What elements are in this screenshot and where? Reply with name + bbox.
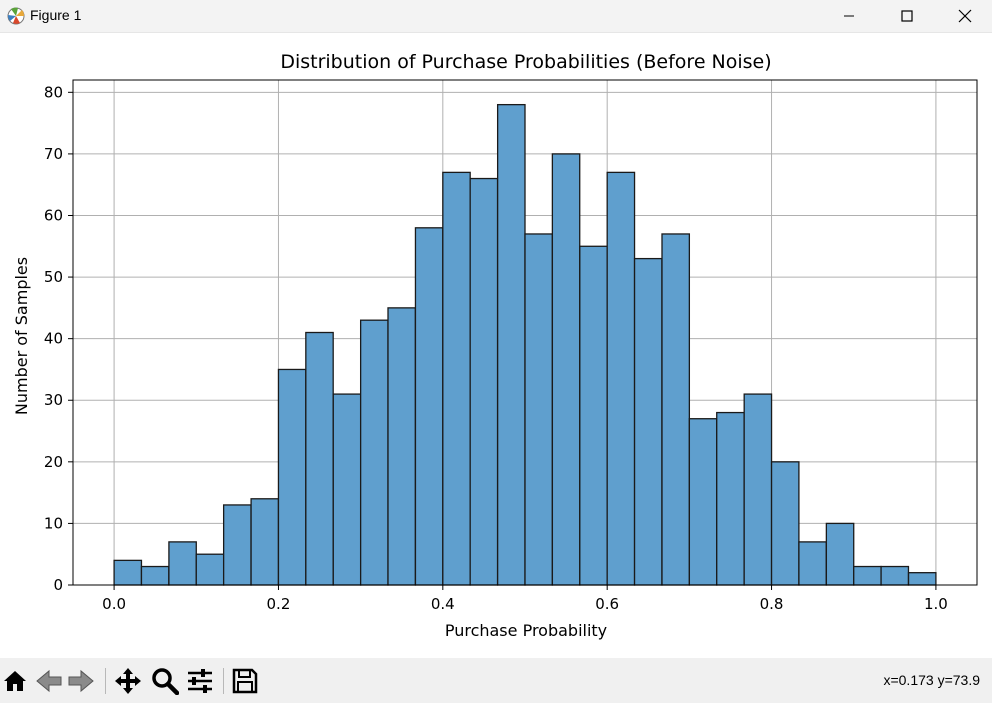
toolbar-separator [105, 668, 106, 694]
maximize-icon [901, 10, 913, 22]
configure-subplots-icon [188, 669, 212, 693]
histogram-bar [551, 153, 581, 586]
x-tick-label: 0.0 [102, 595, 126, 613]
histogram-bar [305, 331, 334, 586]
histogram-bar [853, 565, 882, 586]
histogram-chart: 0.0 0.2 0.4 0.6 0.8 1.0 0 10 20 30 40 50 60 70 80 Dis… [12, 51, 978, 640]
zoom-icon [152, 668, 179, 695]
histogram-bar [387, 307, 417, 586]
back-button[interactable] [34, 666, 64, 696]
histogram-bar [716, 411, 745, 586]
histogram-bar [168, 541, 197, 586]
histogram-bar [250, 498, 280, 586]
histogram-bar [113, 559, 143, 586]
minimize-button[interactable] [820, 0, 878, 32]
configure-subplots-button[interactable] [185, 666, 215, 696]
histogram-bar [825, 522, 855, 586]
histogram-bar [770, 461, 800, 586]
navigation-toolbar: x=0.173 y=73.9 [0, 658, 992, 703]
x-axis-label: Purchase Probability [445, 621, 607, 640]
y-tick-label: 50 [44, 268, 63, 286]
x-tick-label: 0.2 [267, 595, 291, 613]
home-icon [4, 671, 26, 691]
histogram-bar [469, 177, 499, 586]
y-tick-label: 60 [44, 206, 63, 224]
back-arrow-icon [36, 669, 62, 693]
histogram-bar [606, 171, 636, 586]
histogram-bar [140, 565, 170, 586]
save-icon [232, 668, 258, 694]
maximize-button[interactable] [878, 0, 936, 32]
histogram-bar [633, 257, 663, 586]
close-icon [958, 9, 972, 23]
y-tick-label: 30 [44, 391, 63, 409]
y-tick-label: 40 [44, 330, 63, 348]
matplotlib-logo-icon [7, 7, 25, 25]
histogram-bar [277, 368, 307, 586]
pan-icon [115, 668, 141, 694]
x-axis-ticks: 0.0 0.2 0.4 0.6 0.8 1.0 [102, 585, 948, 613]
y-tick-label: 70 [44, 145, 63, 163]
histogram-bar [359, 319, 389, 586]
save-button[interactable] [230, 666, 260, 696]
histogram-bar [496, 103, 526, 586]
histogram-bar [195, 553, 225, 586]
histogram-bar [880, 565, 910, 586]
y-axis-ticks: 0 10 20 30 40 50 60 70 80 [44, 83, 73, 594]
cursor-coordinates: x=0.173 y=73.9 [883, 672, 980, 688]
histogram-bar [579, 245, 608, 586]
y-tick-label: 0 [53, 576, 63, 594]
y-tick-label: 10 [44, 514, 63, 532]
x-tick-label: 0.8 [760, 595, 784, 613]
y-tick-label: 80 [44, 83, 63, 101]
pan-button[interactable] [113, 666, 143, 696]
x-tick-label: 0.6 [595, 595, 619, 613]
histogram-bars [113, 103, 937, 586]
histogram-bar [414, 227, 444, 586]
close-button[interactable] [936, 0, 992, 32]
histogram-bar [688, 418, 718, 586]
histogram-bar [524, 233, 554, 586]
title-bar: Figure 1 [0, 0, 992, 33]
histogram-bar [442, 171, 471, 586]
axes-frame [72, 79, 978, 586]
y-axis-label: Number of Samples [12, 257, 31, 415]
home-button[interactable] [0, 666, 30, 696]
histogram-bar [661, 233, 691, 586]
x-tick-label: 1.0 [924, 595, 948, 613]
histogram-bar [907, 572, 937, 586]
window-title: Figure 1 [30, 7, 82, 23]
figure-canvas[interactable]: 0.0 0.2 0.4 0.6 0.8 1.0 0 10 20 30 40 50 60 70 80 Dis… [0, 33, 992, 658]
chart-title: Distribution of Purchase Probabilities (… [280, 51, 771, 73]
zoom-button[interactable] [150, 666, 180, 696]
toolbar-separator [223, 668, 224, 694]
histogram-bar [743, 393, 773, 586]
x-tick-label: 0.4 [431, 595, 455, 613]
histogram-bar [798, 541, 827, 586]
forward-arrow-icon [68, 669, 94, 693]
histogram-bar [332, 393, 362, 586]
forward-button[interactable] [66, 666, 96, 696]
minimize-icon [844, 15, 854, 17]
y-tick-label: 20 [44, 453, 63, 471]
histogram-bar [222, 504, 252, 586]
